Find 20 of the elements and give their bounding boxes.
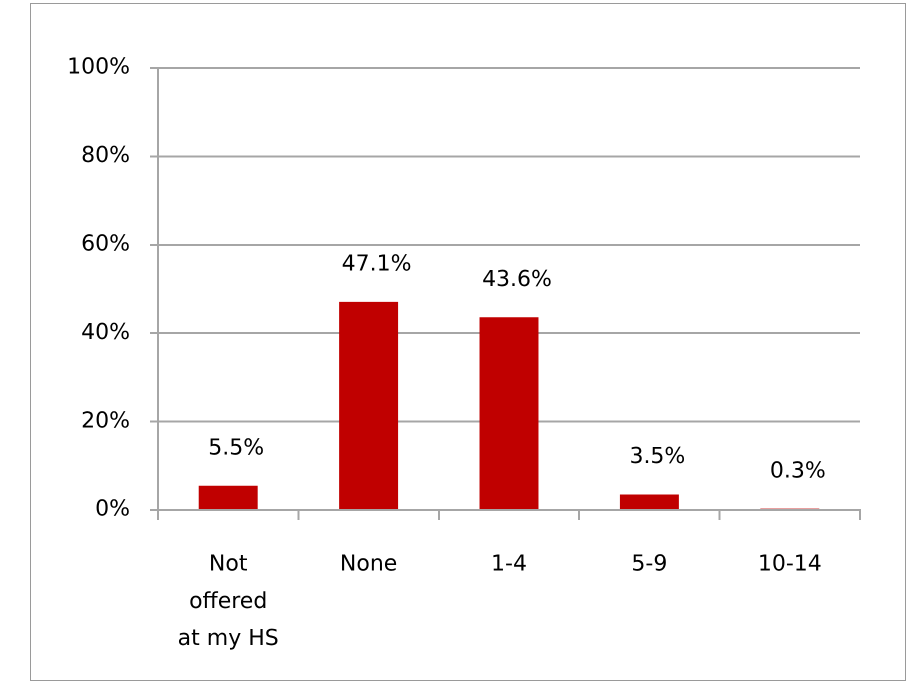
bar (620, 494, 679, 509)
y-tick-label: 40% (81, 320, 130, 345)
bar (198, 486, 258, 509)
y-tick-label: 100% (67, 54, 130, 80)
y-tick-label: 60% (81, 232, 130, 257)
data-label: 43.6% (482, 267, 552, 292)
y-tick-label: 20% (81, 408, 130, 434)
data-label: 47.1% (342, 252, 412, 277)
x-tick-label: Not offered at my HS (178, 551, 279, 652)
data-label: 5.5% (208, 435, 264, 460)
y-tick-label: 0% (95, 496, 130, 522)
y-tick-label: 80% (81, 143, 130, 168)
bar (339, 302, 398, 509)
data-label: 3.5% (629, 444, 686, 470)
x-tick-label: 10-14 (758, 551, 822, 576)
x-tick-label: 5-9 (631, 551, 668, 576)
bar (480, 317, 538, 509)
x-tick-label: 1-4 (491, 551, 527, 576)
x-tick-label: None (340, 551, 398, 576)
data-label: 0.3% (770, 458, 826, 484)
